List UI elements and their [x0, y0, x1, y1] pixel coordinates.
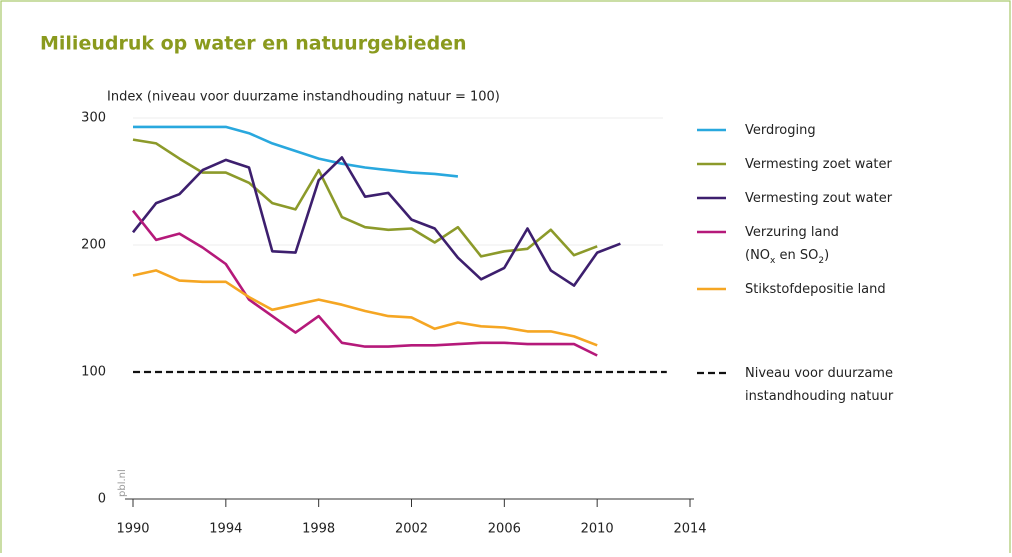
- legend-label: Niveau voor duurzame instandhouding natuu…: [745, 366, 894, 404]
- x-tick-label: 1994: [209, 522, 242, 537]
- x-tick-label: 1998: [302, 522, 335, 537]
- y-tick-label: 0: [98, 492, 106, 507]
- y-tick-label: 100: [81, 365, 106, 380]
- legend-label: Verdroging: [745, 123, 816, 138]
- y-tick-label: 300: [81, 111, 106, 126]
- y-axis-label: Index (niveau voor duurzame instandhoudi…: [107, 90, 500, 105]
- data-line: [131, 156, 621, 287]
- legend-label: Stikstofdepositie land: [745, 282, 886, 297]
- chart-title: Milieudruk op water en natuurgebieden: [40, 33, 467, 55]
- legend-label: Vermesting zoet water: [745, 157, 892, 172]
- x-tick-label: 2006: [488, 522, 521, 537]
- data-line: [132, 269, 598, 347]
- legend-label: Verzuring land (NOx en SO2): [745, 225, 839, 266]
- data-line: [131, 209, 598, 357]
- x-tick-label: 2010: [581, 522, 614, 537]
- x-tick-label: 2014: [673, 522, 706, 537]
- x-tick-label: 1990: [116, 522, 149, 537]
- x-tick-label: 2002: [395, 522, 428, 537]
- data-line: [133, 125, 459, 178]
- source: pbl.nl: [117, 469, 128, 497]
- y-tick-label: 200: [81, 238, 106, 253]
- legend-label: Vermesting zout water: [745, 191, 893, 206]
- data-line: [132, 138, 598, 258]
